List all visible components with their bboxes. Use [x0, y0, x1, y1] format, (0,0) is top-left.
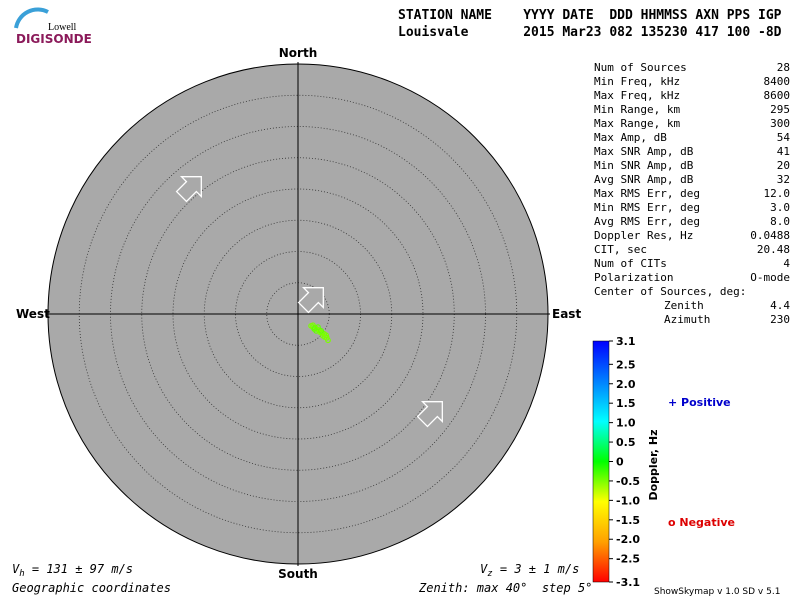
stat-value: O-mode [750, 271, 790, 284]
stat-label: Avg SNR Amp, dB [594, 173, 694, 186]
legend-negative: o Negative [668, 516, 735, 529]
stat-value: 8400 [764, 75, 791, 88]
stat-label: Min Freq, kHz [594, 75, 680, 88]
stat-label: Avg RMS Err, deg [594, 215, 700, 228]
vh-sub: h [19, 569, 24, 579]
vz-sub: z [487, 569, 492, 579]
west-label: West [16, 307, 50, 321]
coords-footer: Geographic coordinates [12, 581, 171, 595]
colorbar-tick-label: -1.0 [616, 494, 640, 507]
stat-label: Max RMS Err, deg [594, 187, 700, 200]
south-label: South [278, 567, 318, 581]
source-point [318, 327, 325, 334]
logo-top: Lowell [48, 22, 77, 33]
stat-value: 54 [777, 131, 791, 144]
version: ShowSkymap v 1.0 SD v 5.1 [654, 587, 780, 597]
header-labels: STATION NAME YYYY DATE DDD HHMMSS AXN PP… [398, 8, 782, 23]
arrow [416, 401, 443, 428]
azimuth-label: Azimuth [664, 313, 710, 326]
colorbar-tick-label: -2.5 [616, 553, 640, 566]
stat-value: 300 [770, 117, 790, 130]
stat-value: 28 [777, 61, 790, 74]
stat-value: 3.0 [770, 201, 790, 214]
stat-value: 295 [770, 103, 790, 116]
stat-value: 32 [777, 173, 790, 186]
stat-value: 20 [777, 159, 790, 172]
stat-value: 8600 [764, 89, 791, 102]
stat-label: Max Amp, dB [594, 131, 667, 144]
vz-symbol: V [480, 562, 488, 576]
colorbar-tick-label: 0.5 [616, 436, 636, 449]
center-label: Center of Sources, deg: [594, 285, 746, 298]
legend-positive: + Positive [668, 396, 731, 409]
colorbar-tick-label: -0.5 [616, 475, 640, 488]
logo-bottom: DIGISONDE [16, 32, 92, 46]
logo-swoosh [14, 7, 49, 29]
stat-value: 4 [783, 257, 790, 270]
stat-label: Max SNR Amp, dB [594, 145, 694, 158]
colorbar-tick-label: 1.0 [616, 417, 636, 430]
vz-value: = 3 ± 1 m/s [493, 562, 580, 576]
colorbar-tick-label: -1.5 [616, 514, 640, 527]
colorbar-tick-label: 1.5 [616, 397, 636, 410]
stat-label: Polarization [594, 271, 673, 284]
source-point [323, 334, 330, 341]
colorbar-tick-label: 0 [616, 456, 624, 469]
stat-value: 41 [777, 145, 790, 158]
source-point [311, 326, 318, 332]
stat-label: Min Range, km [594, 103, 680, 116]
stat-label: Doppler Res, Hz [594, 229, 693, 242]
zenith-footer: Zenith: max 40° step 5° [418, 581, 592, 595]
zenith-value: 4.4 [770, 299, 790, 312]
east-label: East [552, 307, 581, 321]
stat-label: Num of Sources [594, 61, 687, 74]
header-values: Louisvale 2015 Mar23 082 135230 417 100 … [398, 25, 782, 40]
north-label: North [279, 46, 317, 60]
stat-label: Max Freq, kHz [594, 89, 680, 102]
vz-text: Vz = 3 ± 1 m/s [480, 562, 579, 579]
arrow [297, 287, 324, 314]
colorbar-tick-label: 3.1 [616, 335, 636, 348]
vh-symbol: V [12, 562, 20, 576]
stat-label: Num of CITs [594, 257, 667, 270]
stat-label: Min SNR Amp, dB [594, 159, 694, 172]
stat-label: CIT, sec [594, 243, 647, 256]
colorbar [592, 340, 610, 583]
vh-value: = 131 ± 97 m/s [25, 562, 133, 576]
velocity-arrows [175, 176, 443, 428]
colorbar-title: Doppler, Hz [647, 429, 660, 500]
stat-value: 12.0 [764, 187, 791, 200]
stat-label: Max Range, km [594, 117, 680, 130]
stat-value: 0.0488 [750, 229, 790, 242]
colorbar-tick-label: 2.0 [616, 378, 636, 391]
arrow [175, 176, 202, 203]
stat-value: 20.48 [757, 243, 790, 256]
vh-text: Vh = 131 ± 97 m/s [12, 562, 133, 579]
colorbar-tick-label: -2.0 [616, 533, 640, 546]
colorbar-tick-label: 2.5 [616, 358, 636, 371]
azimuth-value: 230 [770, 313, 790, 326]
stat-value: 8.0 [770, 215, 790, 228]
zenith-label: Zenith [664, 299, 704, 312]
colorbar-tick-label: -3.1 [616, 576, 640, 589]
stat-label: Min RMS Err, deg [594, 201, 700, 214]
